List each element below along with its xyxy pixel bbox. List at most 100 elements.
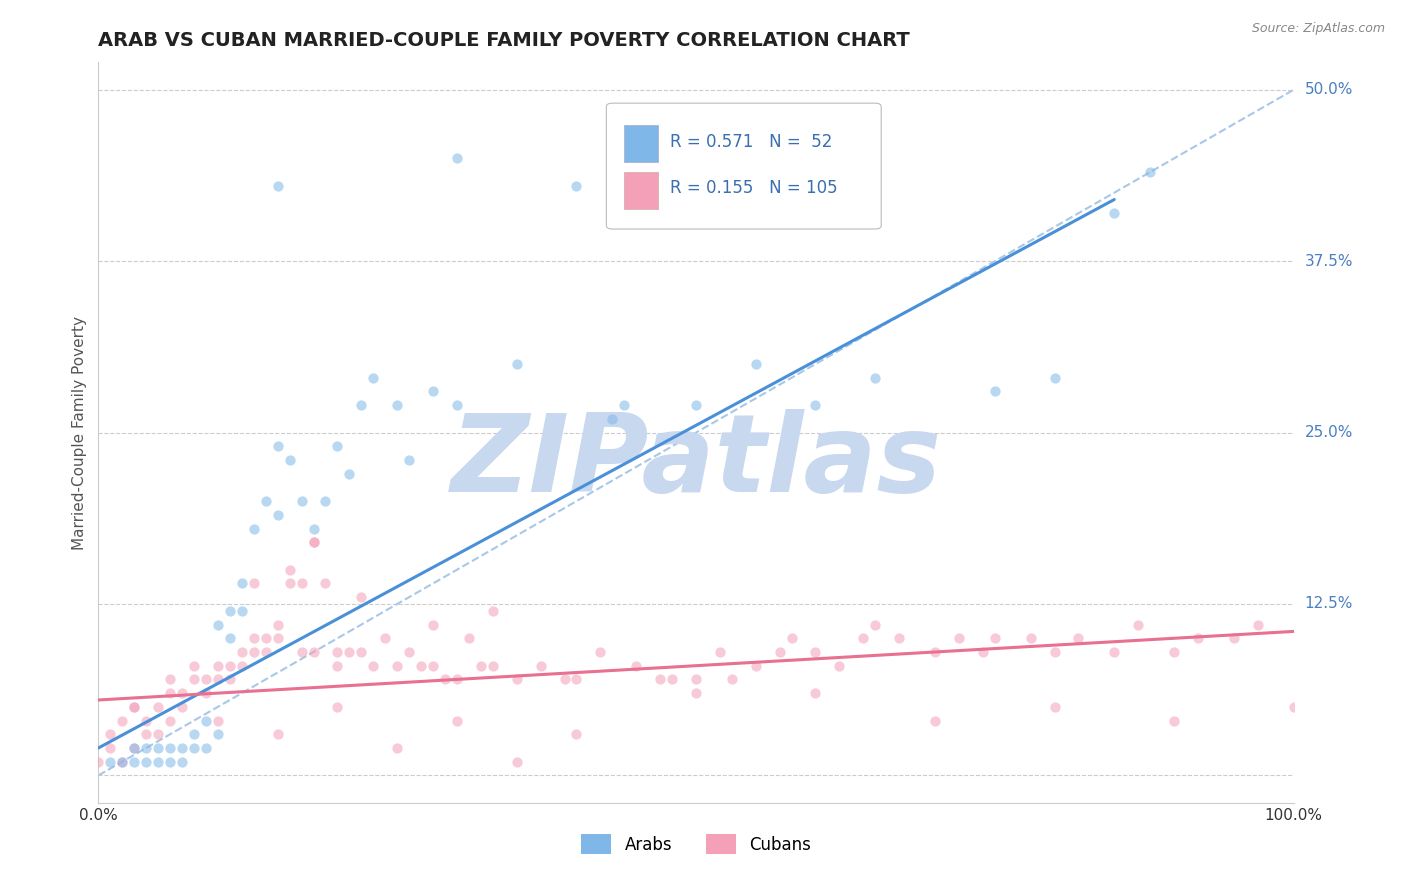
Point xyxy=(183,741,205,756)
Point xyxy=(326,699,349,714)
Point xyxy=(865,371,887,385)
Text: R = 0.571   N =  52: R = 0.571 N = 52 xyxy=(669,133,832,151)
Point xyxy=(626,658,648,673)
Point xyxy=(231,645,253,659)
Point xyxy=(780,632,803,646)
Point xyxy=(363,658,385,673)
Text: 25.0%: 25.0% xyxy=(1305,425,1353,440)
Point xyxy=(506,357,529,371)
Point xyxy=(1282,699,1305,714)
Point xyxy=(1139,165,1161,179)
Point xyxy=(159,755,181,769)
Point xyxy=(195,741,218,756)
Point xyxy=(924,645,946,659)
Point xyxy=(385,398,409,412)
Point xyxy=(267,617,290,632)
Text: ZIPatlas: ZIPatlas xyxy=(450,409,942,516)
Point xyxy=(350,645,373,659)
Point xyxy=(446,152,468,166)
Point xyxy=(1104,645,1126,659)
Point xyxy=(148,741,170,756)
Text: 37.5%: 37.5% xyxy=(1305,253,1353,268)
Point xyxy=(434,673,457,687)
Point xyxy=(446,673,468,687)
Point xyxy=(278,563,301,577)
Point xyxy=(124,699,146,714)
Point xyxy=(721,673,744,687)
Point xyxy=(865,617,887,632)
Point xyxy=(339,645,361,659)
Point xyxy=(207,727,229,741)
Point xyxy=(231,576,253,591)
Point xyxy=(135,714,157,728)
Point xyxy=(648,673,672,687)
Point xyxy=(267,632,290,646)
Point xyxy=(565,673,588,687)
Point xyxy=(1163,645,1185,659)
Point xyxy=(589,645,612,659)
Point xyxy=(745,357,768,371)
Point xyxy=(135,755,157,769)
Point xyxy=(565,727,588,741)
Point xyxy=(804,645,827,659)
Point xyxy=(159,673,181,687)
Point xyxy=(267,439,290,453)
Point xyxy=(98,727,122,741)
Point xyxy=(302,645,325,659)
Point xyxy=(291,576,314,591)
Point xyxy=(828,658,851,673)
Point xyxy=(172,755,194,769)
Point xyxy=(124,699,146,714)
Point xyxy=(124,741,146,756)
Point xyxy=(1223,632,1246,646)
Point xyxy=(183,673,205,687)
Point xyxy=(315,494,337,508)
Point xyxy=(506,673,529,687)
Point xyxy=(565,178,588,193)
Point xyxy=(530,658,553,673)
Point xyxy=(148,755,170,769)
Point xyxy=(302,535,325,549)
Point xyxy=(685,673,707,687)
Point xyxy=(948,632,970,646)
Point xyxy=(159,741,181,756)
Point xyxy=(159,714,181,728)
Point xyxy=(1247,617,1270,632)
Point xyxy=(446,714,468,728)
Point xyxy=(350,590,373,604)
Point xyxy=(385,741,409,756)
Point xyxy=(231,658,253,673)
Point xyxy=(254,494,277,508)
Point xyxy=(422,617,444,632)
Point xyxy=(172,741,194,756)
Point xyxy=(159,686,181,700)
Point xyxy=(183,727,205,741)
Point xyxy=(326,439,349,453)
Point xyxy=(243,645,266,659)
Point xyxy=(1163,714,1185,728)
Point xyxy=(302,522,325,536)
Point xyxy=(984,384,1007,399)
Y-axis label: Married-Couple Family Poverty: Married-Couple Family Poverty xyxy=(72,316,87,549)
Point xyxy=(111,755,134,769)
Point xyxy=(745,658,768,673)
Point xyxy=(195,673,218,687)
Point xyxy=(98,741,122,756)
Point xyxy=(554,673,576,687)
Text: 12.5%: 12.5% xyxy=(1305,597,1353,612)
Point xyxy=(267,727,290,741)
Point xyxy=(481,604,505,618)
Point xyxy=(98,755,122,769)
Point xyxy=(481,658,505,673)
Point xyxy=(924,714,946,728)
Point xyxy=(243,522,266,536)
Point xyxy=(1104,206,1126,220)
Point xyxy=(350,398,373,412)
Text: 50.0%: 50.0% xyxy=(1305,82,1353,97)
Point xyxy=(124,755,146,769)
Point xyxy=(889,632,911,646)
Point xyxy=(135,727,157,741)
Point xyxy=(148,727,170,741)
Point xyxy=(195,714,218,728)
Point xyxy=(124,741,146,756)
